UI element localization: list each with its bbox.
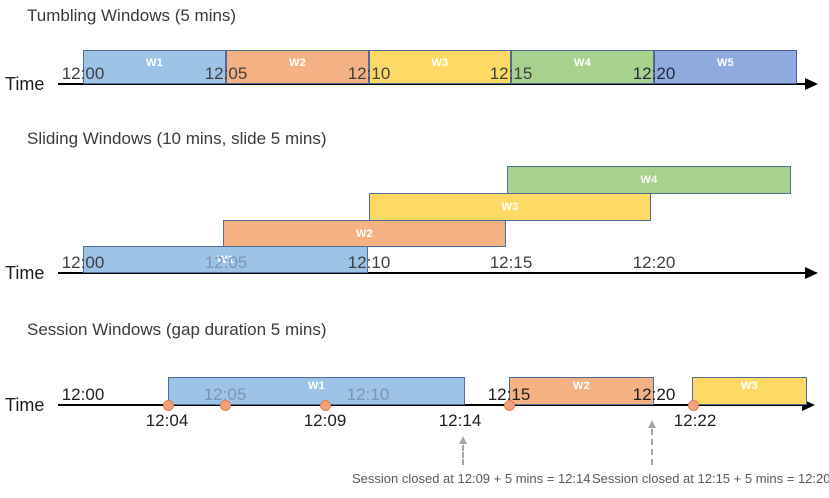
- tumbling-axis-arrow-icon: [805, 78, 818, 90]
- window-label: W2: [572, 380, 591, 392]
- window-label: W4: [640, 174, 658, 186]
- session-section-title: Session Windows (gap duration 5 mins): [27, 320, 327, 339]
- sliding-tick-1215: 12:15: [489, 253, 533, 272]
- window-label: W1: [216, 253, 235, 266]
- arrow-head-icon: [459, 436, 467, 444]
- tumbling-tick-1220: 12:20: [632, 64, 676, 83]
- sliding-window-w2: W2: [223, 220, 506, 247]
- sliding-tick-1220: 12:20: [632, 253, 676, 272]
- session-window-w1: W1: [168, 377, 465, 405]
- tumbling-tick-1210: 12:10: [347, 64, 391, 83]
- session-time-axis: [58, 404, 803, 406]
- sliding-tick-1205: 12:05: [204, 253, 248, 272]
- window-label: W1: [145, 57, 164, 69]
- sliding-window-w1: W1: [83, 246, 368, 273]
- session-tick-1200: 12:00: [61, 385, 105, 404]
- event-dot: [320, 400, 331, 411]
- window-label: W4: [573, 57, 592, 69]
- tumbling-window-w4: W4: [511, 50, 654, 84]
- session-annotation-1: Session closed at 12:09 + 5 mins = 12:14: [352, 471, 591, 486]
- tumbling-tick-1200: 12:00: [61, 64, 105, 83]
- session-tick-1220: 12:20: [632, 385, 676, 404]
- tumbling-window-w2: W2: [226, 50, 369, 84]
- session-annotation-2: Session closed at 12:15 + 5 mins = 12:20: [592, 471, 829, 486]
- sliding-tick-1210: 12:10: [347, 253, 391, 272]
- window-label: W2: [355, 227, 374, 240]
- window-label: W1: [307, 380, 326, 392]
- sliding-tick-1200: 12:00: [61, 253, 105, 272]
- tumbling-tick-1205: 12:05: [204, 64, 248, 83]
- window-label: W5: [716, 57, 735, 69]
- session-tick-1205: 12:05: [203, 385, 247, 404]
- session-tick-1215: 12:15: [487, 385, 531, 404]
- arrow-shaft: [651, 429, 653, 465]
- window-label: W3: [501, 201, 519, 213]
- session-close-arrow-icon: [646, 420, 658, 465]
- event-dot: [688, 400, 699, 411]
- event-dot: [163, 400, 174, 411]
- window-label: W3: [431, 57, 449, 69]
- sliding-window-w3: W3: [369, 193, 651, 221]
- event-time-1222: 12:22: [673, 411, 717, 430]
- tumbling-window-w5: W5: [654, 50, 797, 84]
- session-tick-1210: 12:10: [346, 385, 390, 404]
- tumbling-section-title: Tumbling Windows (5 mins): [27, 6, 237, 25]
- event-time-1214: 12:14: [438, 411, 482, 430]
- sliding-time-axis-label: Time: [5, 263, 45, 283]
- window-label: W2: [288, 57, 307, 69]
- window-label: W3: [740, 380, 759, 392]
- tumbling-tick-1215: 12:15: [489, 64, 533, 83]
- session-close-arrow-icon: [457, 436, 469, 465]
- tumbling-time-axis: [58, 83, 806, 85]
- event-dot: [504, 400, 515, 411]
- tumbling-time-axis-label: Time: [5, 74, 45, 94]
- event-time-1204: 12:04: [145, 411, 189, 430]
- event-dot: [220, 400, 231, 411]
- session-time-axis-label: Time: [5, 395, 45, 415]
- event-time-1209: 12:09: [303, 411, 347, 430]
- sliding-window-w4: W4: [507, 166, 791, 194]
- arrow-shaft: [462, 445, 464, 465]
- session-window-w3: W3: [692, 377, 807, 405]
- session-window-w2: W2: [509, 377, 654, 405]
- sliding-axis-arrow-icon: [805, 267, 818, 279]
- tumbling-window-w1: W1: [83, 50, 226, 84]
- sliding-section-title: Sliding Windows (10 mins, slide 5 mins): [27, 129, 327, 148]
- tumbling-window-w3: W3: [369, 50, 511, 84]
- arrow-head-icon: [648, 420, 656, 428]
- sliding-time-axis: [58, 272, 806, 274]
